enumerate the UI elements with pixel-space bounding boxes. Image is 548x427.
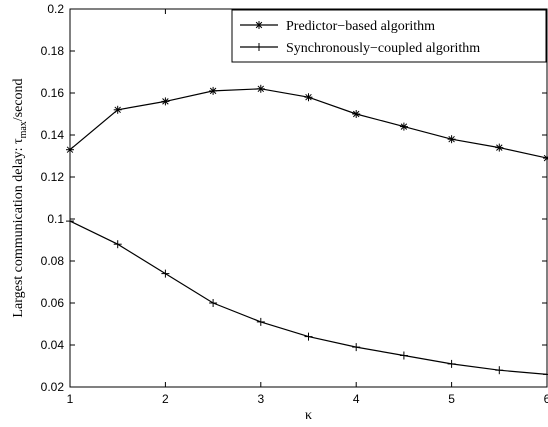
data-point bbox=[495, 366, 504, 375]
x-axis-label: κ bbox=[305, 408, 312, 423]
y-axis-label-main: Largest communication delay: τ bbox=[11, 138, 26, 318]
y-tick-label: 0.1 bbox=[47, 212, 64, 226]
data-point bbox=[495, 143, 504, 152]
x-tick-label: 1 bbox=[67, 392, 74, 406]
x-tick-label: 2 bbox=[162, 392, 169, 406]
data-point bbox=[304, 332, 313, 341]
data-point bbox=[161, 269, 170, 278]
x-tick-label: 6 bbox=[544, 392, 548, 406]
data-point bbox=[113, 240, 122, 249]
series-2 bbox=[66, 217, 548, 379]
legend-marker bbox=[255, 43, 263, 51]
data-point bbox=[66, 217, 74, 226]
series-1 bbox=[66, 84, 548, 163]
data-point bbox=[256, 317, 265, 326]
data-point bbox=[113, 105, 122, 114]
y-tick-label: 0.18 bbox=[41, 44, 65, 58]
series-line bbox=[69, 220, 548, 375]
y-axis-label-subscript: max bbox=[18, 121, 29, 138]
axis-ticks bbox=[69, 8, 548, 388]
legend-label: Predictor−based algorithm bbox=[286, 19, 435, 34]
data-point bbox=[447, 359, 456, 368]
legend-box bbox=[231, 9, 547, 63]
x-tick-label: 4 bbox=[353, 392, 360, 406]
axis-tick-labels: 1 2 3 4 5 6 0.02 0.04 0.06 0.08 0.1 0.12 0.14 0.16 0.1… bbox=[41, 2, 548, 406]
data-point bbox=[304, 93, 313, 102]
y-tick-label: 0.16 bbox=[41, 86, 65, 100]
legend: Predictor−based algorithm Synchronously−c… bbox=[231, 9, 547, 63]
data-point bbox=[352, 343, 361, 352]
y-tick-label: 0.2 bbox=[47, 2, 64, 16]
plot-area bbox=[69, 8, 548, 388]
data-point bbox=[209, 299, 218, 307]
y-axis-label-suffix: /second bbox=[11, 78, 26, 121]
legend-entry-2: Synchronously−coupled algorithm bbox=[240, 41, 480, 56]
y-tick-label: 0.06 bbox=[41, 296, 65, 310]
y-axis-label: Largest communication delay: τmax/second bbox=[11, 78, 29, 317]
series-layer bbox=[66, 84, 548, 379]
data-point bbox=[447, 135, 456, 144]
y-tick-label: 0.04 bbox=[41, 338, 65, 352]
data-point bbox=[543, 370, 548, 379]
y-tick-label: 0.12 bbox=[41, 170, 65, 184]
x-tick-label: 5 bbox=[448, 392, 455, 406]
data-point bbox=[66, 145, 74, 154]
x-tick-label: 3 bbox=[257, 392, 264, 406]
data-point bbox=[256, 84, 265, 93]
data-point bbox=[399, 351, 408, 360]
legend-marker bbox=[255, 21, 263, 29]
data-point bbox=[543, 154, 548, 163]
data-point bbox=[352, 110, 361, 118]
legend-entry-1: Predictor−based algorithm bbox=[240, 19, 435, 34]
legend-label: Synchronously−coupled algorithm bbox=[286, 41, 480, 56]
data-point bbox=[209, 86, 218, 95]
y-tick-label: 0.08 bbox=[41, 254, 65, 268]
y-tick-label: 0.02 bbox=[41, 380, 65, 394]
data-point bbox=[399, 122, 408, 131]
data-point bbox=[161, 97, 170, 106]
y-tick-label: 0.14 bbox=[41, 128, 65, 142]
